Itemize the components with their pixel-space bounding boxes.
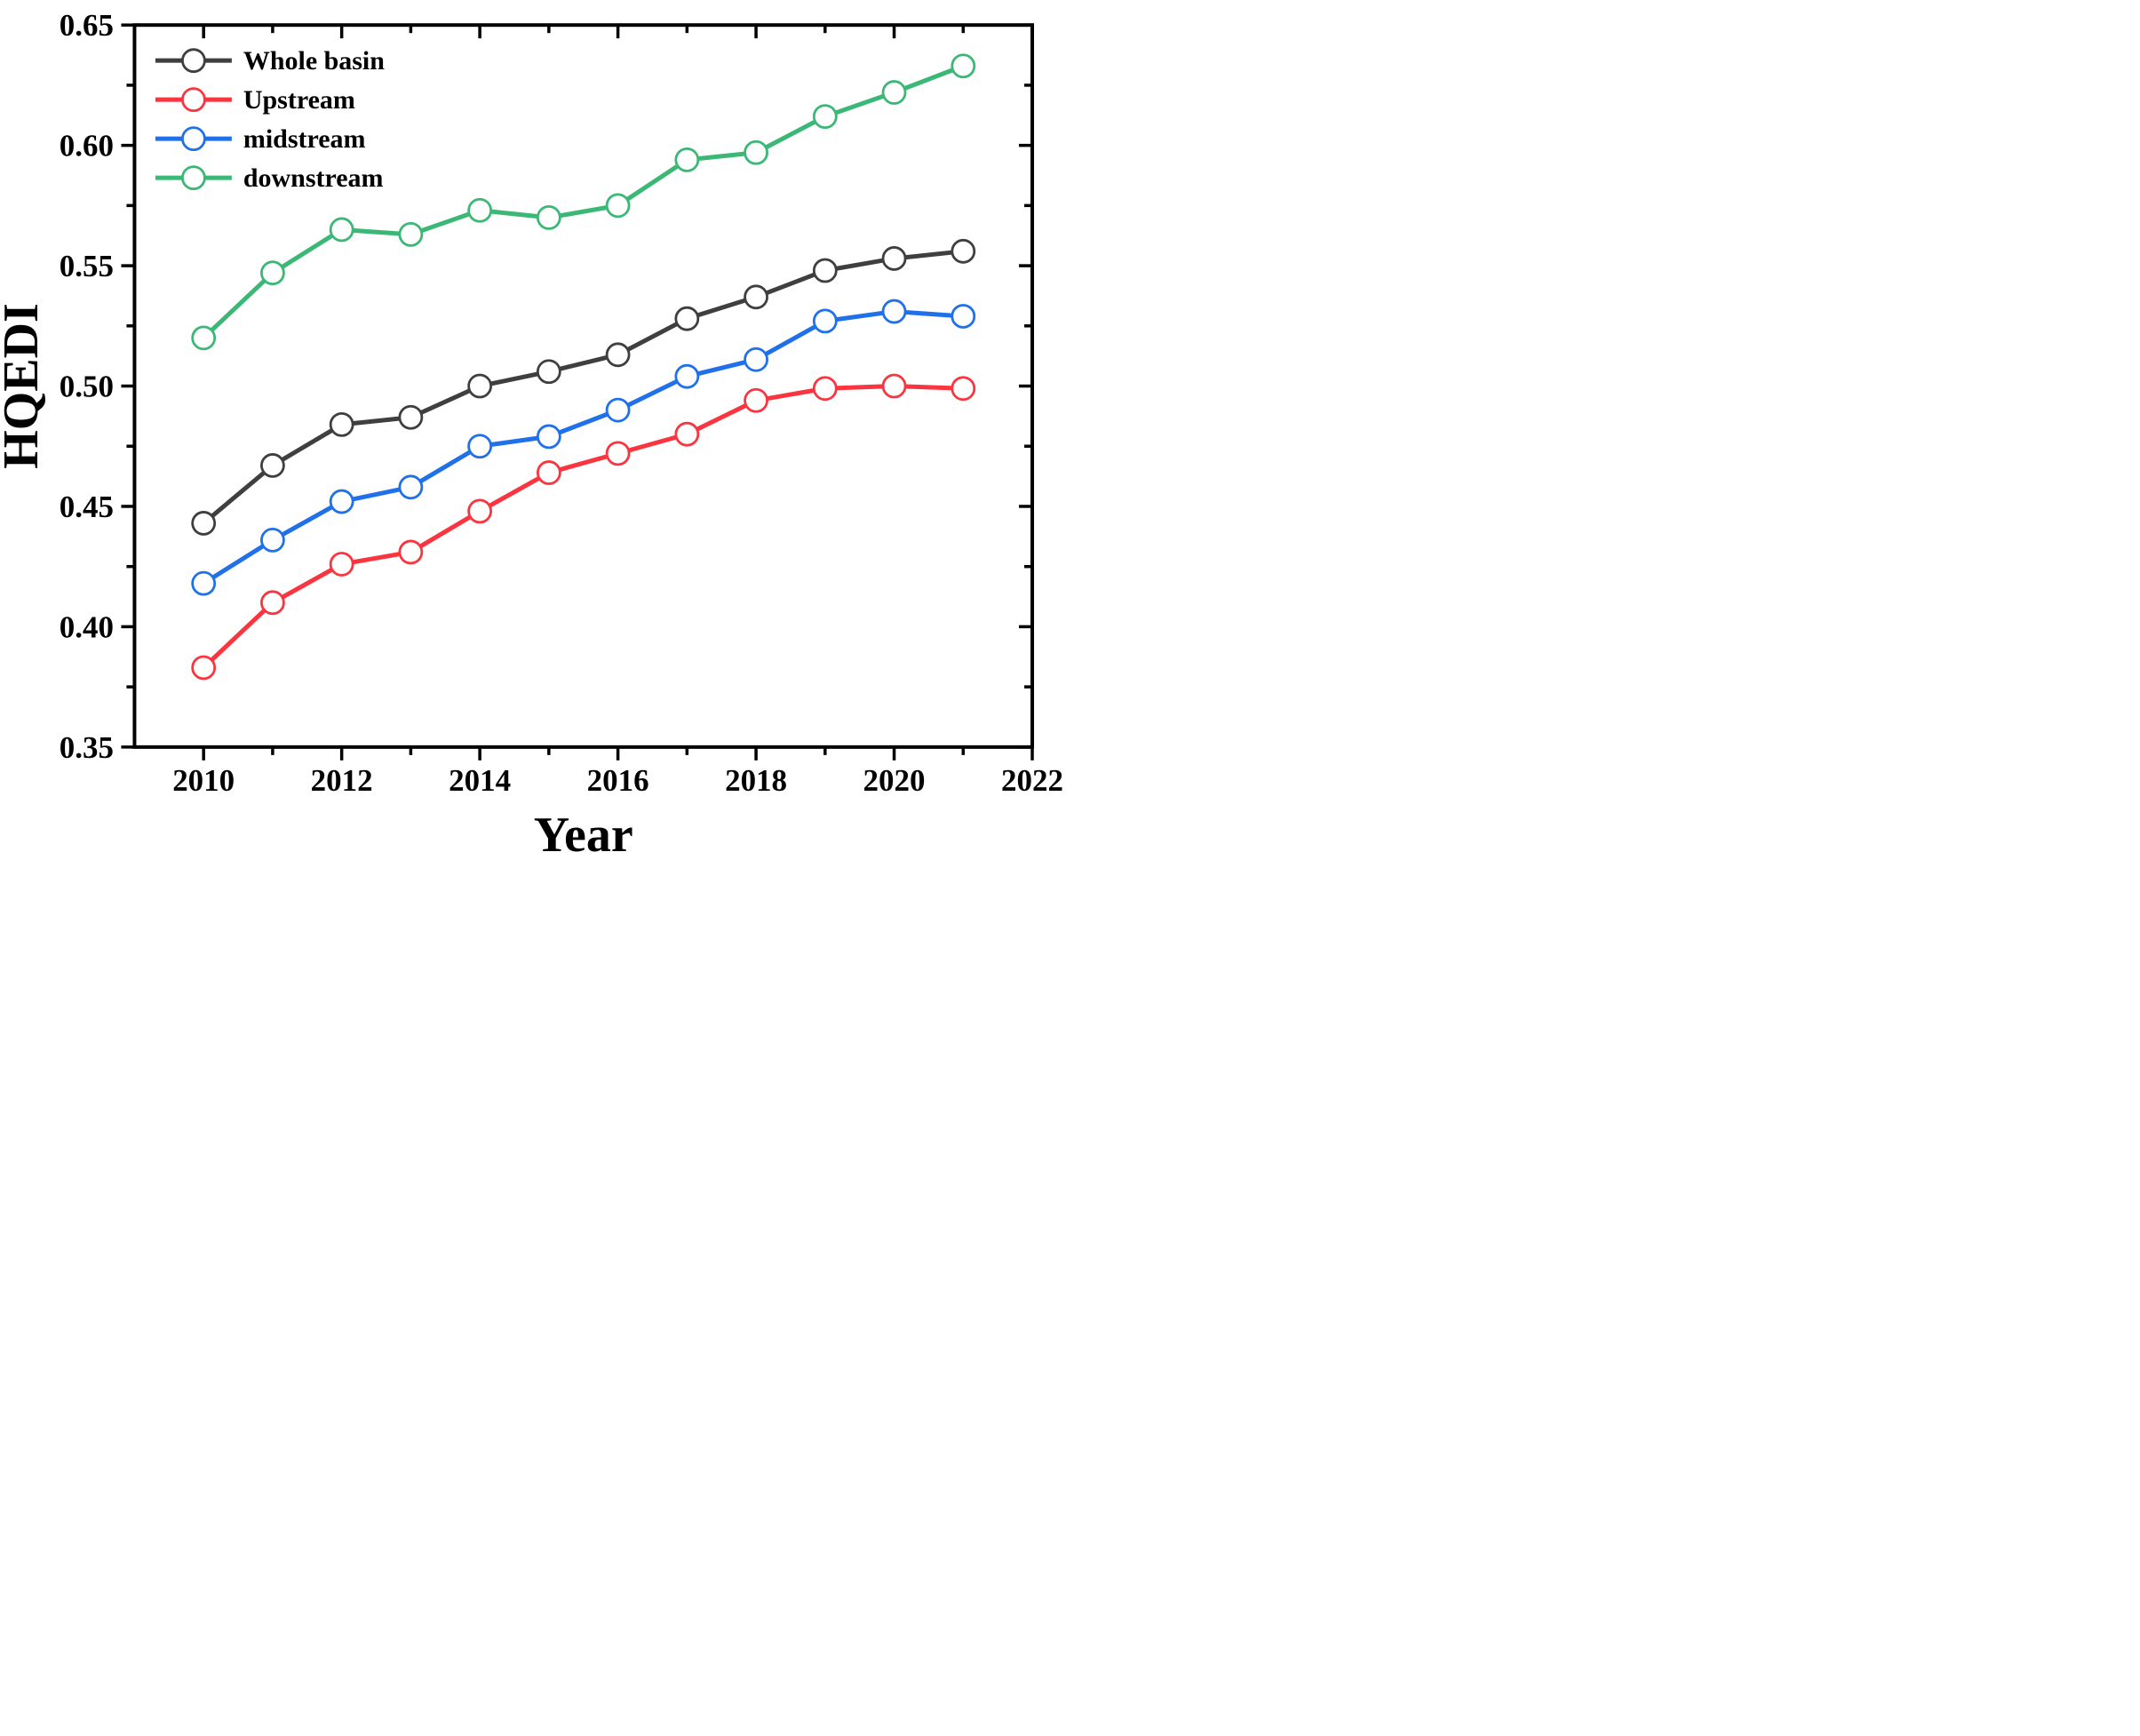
marker-downstream-2019 [812, 104, 838, 130]
marker-midstream-2015 [536, 424, 561, 450]
marker-midstream-2013 [398, 474, 424, 500]
legend-marker-whole-basin [181, 48, 206, 74]
series-line-midstream [201, 309, 966, 586]
y-tick-label: 0.50 [60, 370, 114, 404]
marker-midstream-2011 [260, 527, 285, 553]
marker-whole-basin-2012 [329, 411, 354, 437]
marker-upstream-2014 [467, 498, 493, 524]
marker-midstream-2017 [674, 363, 700, 389]
marker-midstream-2010 [191, 570, 217, 596]
marker-midstream-2019 [812, 308, 838, 334]
marker-whole-basin-2010 [191, 511, 217, 536]
marker-upstream-2010 [191, 655, 217, 681]
marker-upstream-2020 [881, 373, 907, 399]
marker-upstream-2021 [951, 376, 976, 402]
marker-upstream-2015 [536, 460, 561, 485]
marker-midstream-2020 [881, 299, 907, 324]
x-tick-label: 2022 [1001, 763, 1063, 798]
marker-whole-basin-2014 [467, 373, 493, 399]
marker-downstream-2012 [329, 217, 354, 243]
marker-midstream-2014 [467, 434, 493, 459]
marker-midstream-2016 [605, 397, 631, 423]
line-chart: 0.35 0.40 0.45 0.50 0.55 0.60 0.65 2010 2012 2014… [0, 8, 1063, 863]
y-axis-title: HQEDI [0, 303, 49, 469]
marker-whole-basin-2019 [812, 258, 838, 283]
marker-upstream-2012 [329, 552, 354, 577]
axis-frame [132, 23, 1035, 749]
marker-downstream-2020 [881, 80, 907, 105]
legend-marker-midstream [181, 126, 206, 152]
marker-downstream-2015 [536, 205, 561, 230]
marker-whole-basin-2015 [536, 359, 561, 385]
y-tick-label: 0.40 [60, 609, 114, 644]
marker-downstream-2014 [467, 197, 493, 223]
marker-upstream-2016 [605, 441, 631, 466]
marker-upstream-2019 [812, 376, 838, 402]
marker-downstream-2017 [674, 147, 700, 172]
legend-label-downstream: downstream [243, 163, 384, 193]
marker-midstream-2012 [329, 489, 354, 514]
x-tick-label: 2020 [863, 763, 926, 798]
x-tick-label: 2018 [725, 763, 787, 798]
marker-whole-basin-2020 [881, 246, 907, 271]
x-tick-label: 2012 [311, 763, 373, 798]
marker-whole-basin-2021 [951, 238, 976, 264]
marker-midstream-2021 [951, 304, 976, 329]
marker-downstream-2013 [398, 221, 424, 247]
y-tick-label: 0.45 [60, 490, 114, 524]
marker-whole-basin-2018 [744, 284, 768, 310]
y-tick-label: 0.35 [60, 730, 114, 765]
marker-whole-basin-2016 [605, 342, 631, 368]
marker-whole-basin-2011 [260, 453, 285, 478]
plot-area: 0.35 0.40 0.45 0.50 0.55 0.60 0.65 2010 2012 2014… [60, 8, 1063, 798]
marker-upstream-2011 [260, 590, 285, 616]
marker-upstream-2013 [398, 539, 424, 565]
marker-upstream-2017 [674, 421, 700, 447]
legend-marker-downstream [181, 165, 206, 191]
y-tick-label: 0.55 [60, 249, 114, 283]
marker-downstream-2011 [260, 260, 285, 286]
x-tick-label: 2010 [172, 763, 235, 798]
chart-container: 0.35 0.40 0.45 0.50 0.55 0.60 0.65 2010 2012 2014… [0, 0, 1070, 868]
marker-upstream-2018 [744, 387, 768, 413]
marker-downstream-2018 [744, 139, 768, 165]
marker-downstream-2010 [191, 325, 217, 351]
marker-whole-basin-2013 [398, 404, 424, 430]
marker-downstream-2021 [951, 53, 976, 79]
legend-marker-upstream [181, 87, 206, 113]
legend-label-midstream: midstream [243, 124, 366, 154]
marker-downstream-2016 [605, 193, 631, 219]
legend-label-upstream: Upstream [243, 85, 355, 115]
marker-midstream-2018 [744, 346, 768, 372]
series-line-upstream [201, 384, 966, 670]
marker-whole-basin-2017 [674, 306, 700, 331]
x-tick-label: 2014 [449, 763, 511, 798]
legend-label-whole-basin: Whole basin [243, 46, 385, 76]
x-tick-label: 2016 [587, 763, 649, 798]
y-tick-label: 0.60 [60, 129, 114, 163]
x-axis-title: Year [534, 808, 633, 863]
y-tick-label: 0.65 [60, 8, 114, 43]
